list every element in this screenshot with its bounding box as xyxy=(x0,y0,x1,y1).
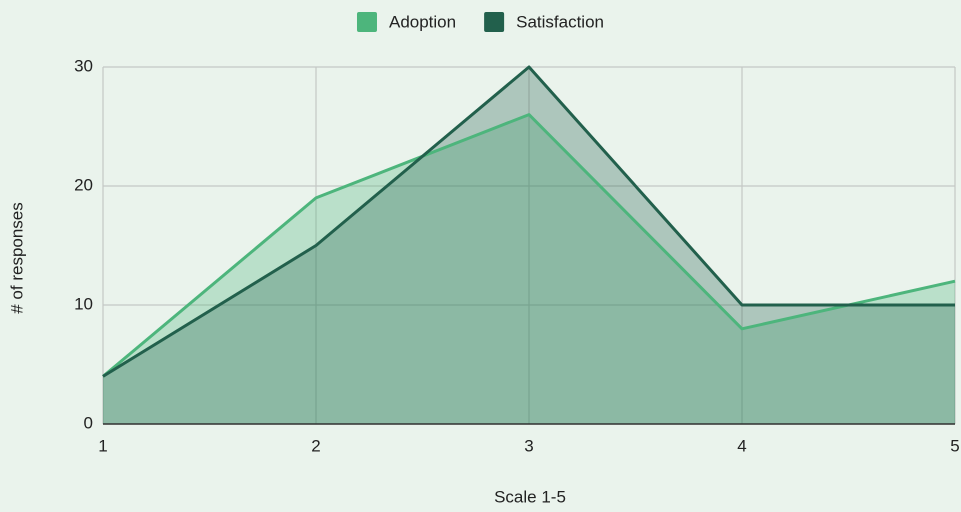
x-axis-label: Scale 1-5 xyxy=(494,487,566,506)
y-tick-label: 20 xyxy=(74,175,93,194)
y-tick-label: 0 xyxy=(84,413,93,432)
y-tick-label: 30 xyxy=(74,56,93,75)
x-tick-label: 5 xyxy=(950,436,959,455)
legend-label: Satisfaction xyxy=(516,12,604,31)
y-tick-label: 10 xyxy=(74,294,93,313)
x-tick-label: 3 xyxy=(524,436,533,455)
legend-swatch xyxy=(484,12,505,32)
x-tick-label: 4 xyxy=(737,436,746,455)
x-tick-label: 2 xyxy=(311,436,320,455)
y-axis-label: # of responses xyxy=(7,202,26,314)
series-line xyxy=(102,113,956,378)
legend-label: Adoption xyxy=(389,12,456,31)
legend-swatch xyxy=(356,12,377,32)
area-fill xyxy=(103,114,955,424)
x-tick-label: 1 xyxy=(98,436,107,455)
area-fill xyxy=(103,67,955,424)
series-line xyxy=(102,65,955,378)
